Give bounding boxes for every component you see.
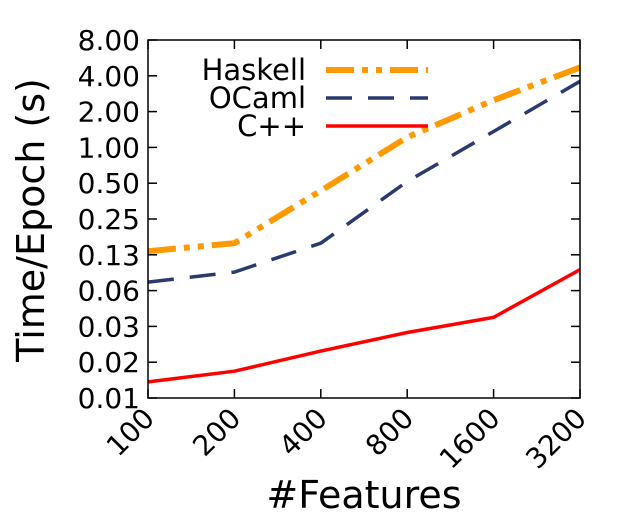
axis-ticks: 0.010.020.030.060.130.250.501.002.004.00… — [78, 24, 593, 475]
y-tick-label: 2.00 — [78, 96, 140, 129]
x-tick-label: 400 — [273, 402, 334, 463]
x-tick-label: 200 — [186, 402, 247, 463]
x-tick-label: 3200 — [519, 402, 593, 476]
y-tick-label: 0.13 — [78, 239, 140, 272]
legend-label: Haskell — [202, 53, 306, 87]
y-tick-label: 1.00 — [78, 131, 140, 164]
y-axis-label: Time/Epoch (s) — [9, 78, 53, 363]
series-line-haskell — [147, 64, 582, 255]
series-lines — [147, 64, 582, 384]
y-tick-label: 4.00 — [78, 60, 140, 93]
y-tick-label: 0.03 — [78, 310, 140, 343]
legend-label: OCaml — [209, 81, 306, 115]
x-tick-label: 1600 — [433, 402, 507, 476]
x-tick-label: 800 — [359, 402, 420, 463]
series-line-ocaml — [147, 79, 581, 284]
legend-label: C++ — [237, 109, 306, 143]
y-tick-label: 8.00 — [78, 24, 140, 57]
y-tick-label: 0.25 — [78, 203, 140, 236]
y-tick-label: 0.01 — [78, 382, 140, 415]
series-line-c- — [147, 268, 581, 384]
y-tick-label: 0.50 — [78, 167, 140, 200]
x-axis-label: #Features — [266, 473, 461, 517]
y-tick-label: 0.02 — [78, 346, 140, 379]
y-tick-label: 0.06 — [78, 275, 140, 308]
plot-frame — [147, 39, 581, 399]
